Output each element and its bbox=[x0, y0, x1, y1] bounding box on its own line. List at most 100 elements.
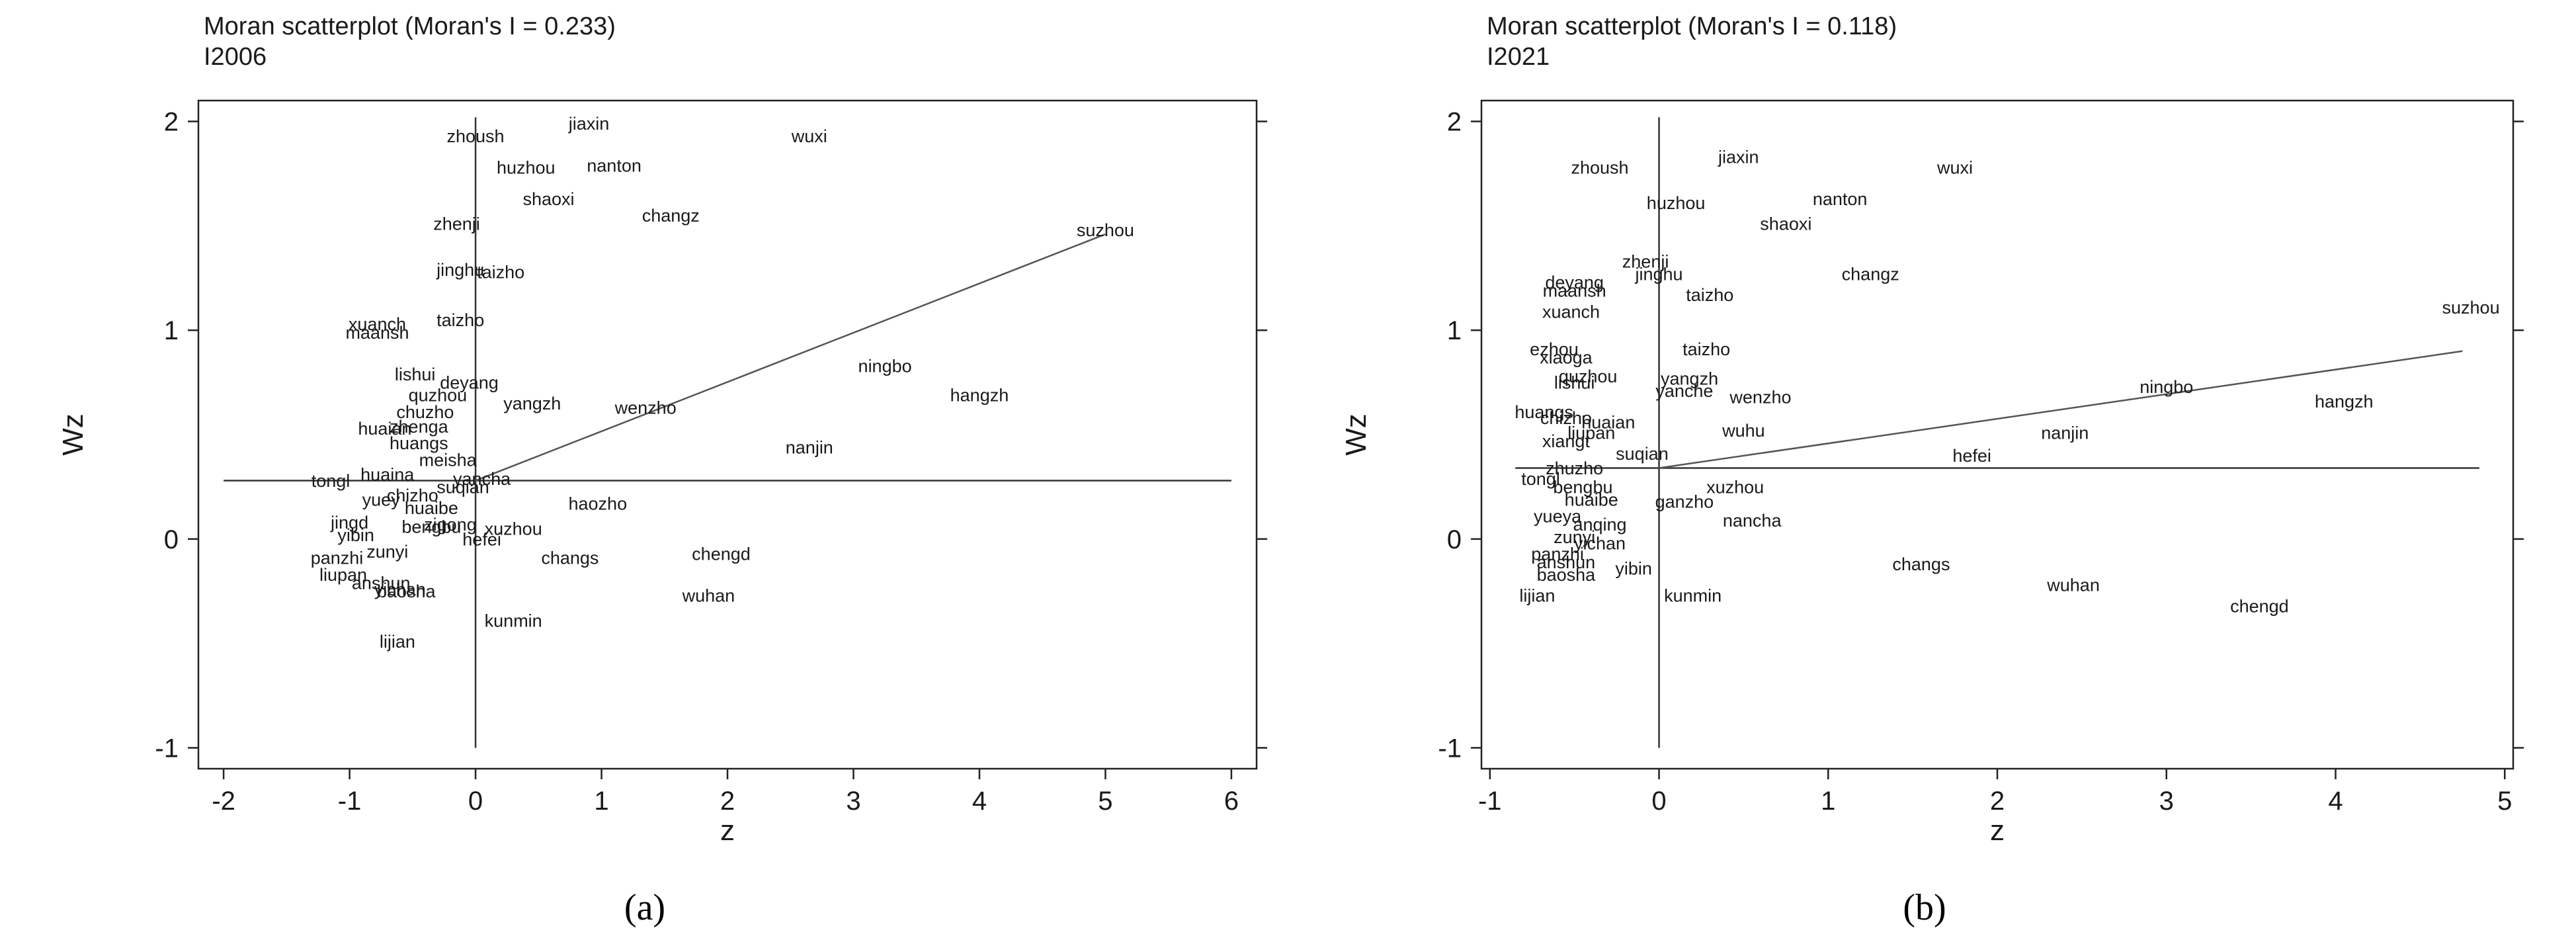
y-tick-label: -1 bbox=[1438, 734, 1462, 763]
point-label: wuhan bbox=[682, 586, 735, 606]
y-tick-label: -1 bbox=[155, 734, 179, 763]
point-label: suqian bbox=[1616, 444, 1669, 464]
point-label: suzhou bbox=[1077, 220, 1134, 240]
point-label: haozho bbox=[569, 494, 628, 514]
point-label: taizho bbox=[436, 310, 484, 330]
point-label: ezhou bbox=[1530, 339, 1579, 359]
point-label: huaibe bbox=[1565, 490, 1618, 509]
point-label: jinghu bbox=[436, 260, 484, 280]
point-label: yanche bbox=[1655, 381, 1713, 401]
point-label: nanton bbox=[1813, 189, 1868, 209]
point-label: panzhi bbox=[311, 548, 364, 568]
point-label: suzhou bbox=[2442, 298, 2500, 318]
point-label: baosha bbox=[377, 581, 436, 601]
point-label: nanton bbox=[587, 155, 642, 175]
point-label: quzhou bbox=[409, 386, 468, 406]
point-label: lishui bbox=[395, 365, 436, 384]
y-axis-label: Wz bbox=[57, 413, 89, 456]
point-label: zhenga bbox=[390, 417, 449, 437]
point-label: chizho bbox=[387, 486, 438, 505]
point-label: quzhou bbox=[1559, 366, 1618, 386]
chart-title: Moran scatterplot (Moran's I = 0.118) bbox=[1487, 13, 1897, 40]
point-label: lijian bbox=[1519, 586, 1555, 606]
point-label: baosha bbox=[1537, 565, 1597, 585]
point-label: ningbo bbox=[2140, 377, 2193, 397]
x-tick-label: -2 bbox=[212, 787, 235, 816]
point-label: hefei bbox=[462, 529, 501, 549]
point-label: yibin bbox=[1615, 558, 1652, 578]
point-label: huaina bbox=[360, 464, 415, 484]
point-label: zunyi bbox=[1554, 527, 1595, 547]
point-label: zigong bbox=[424, 515, 477, 535]
moran-scatterplot-2006: Moran scatterplot (Moran's I = 0.233) I2… bbox=[57, 13, 1267, 928]
regression-line bbox=[475, 233, 1106, 482]
point-label: yancha bbox=[453, 469, 511, 489]
point-label: yuey bbox=[362, 490, 401, 509]
point-label: hangzh bbox=[950, 386, 1009, 406]
point-label: yueya bbox=[1534, 507, 1582, 527]
point-label: zhoush bbox=[447, 126, 505, 146]
x-tick-label: 2 bbox=[720, 787, 735, 816]
x-tick-label: 3 bbox=[2159, 787, 2174, 816]
x-tick-label: 1 bbox=[1821, 787, 1835, 816]
point-label: huaibe bbox=[405, 498, 458, 518]
point-label: shaoxi bbox=[523, 189, 575, 209]
point-label: changz bbox=[642, 206, 700, 226]
y-tick-label: 1 bbox=[1447, 316, 1462, 345]
point-label: changs bbox=[541, 548, 599, 568]
x-tick-label: 3 bbox=[846, 787, 860, 816]
point-label: zhoush bbox=[1571, 157, 1628, 177]
point-label: huzhou bbox=[1647, 193, 1706, 213]
point-label: chizho bbox=[1540, 408, 1592, 428]
x-tick-label: 4 bbox=[972, 787, 987, 816]
point-label: zhenji bbox=[1622, 252, 1669, 272]
point-label: huangs bbox=[390, 433, 448, 453]
x-tick-label: 5 bbox=[1098, 787, 1112, 816]
point-label: xuzhou bbox=[485, 519, 542, 539]
point-label: wenzho bbox=[1729, 388, 1791, 408]
point-label: suqian bbox=[436, 477, 489, 497]
point-label: meisha bbox=[419, 450, 478, 470]
point-label: anshun bbox=[352, 574, 411, 593]
point-label: zunyi bbox=[366, 542, 408, 562]
point-label: yangzh bbox=[1661, 368, 1718, 388]
x-axis-label: z bbox=[720, 814, 735, 847]
point-label: deyang bbox=[1545, 273, 1604, 292]
point-label: tongl bbox=[312, 471, 351, 491]
x-axis-label: z bbox=[1990, 814, 2005, 847]
plot-frame bbox=[197, 99, 1258, 770]
point-label: jinghu bbox=[1634, 264, 1683, 284]
point-label: bengbu bbox=[1553, 477, 1612, 497]
x-tick-label: -1 bbox=[1478, 787, 1502, 816]
point-label: yichan bbox=[1574, 534, 1626, 554]
x-tick-label: 0 bbox=[468, 787, 483, 816]
point-label: changz bbox=[1842, 264, 1899, 284]
point-label: yangzh bbox=[503, 394, 561, 413]
regression-line bbox=[1659, 350, 2463, 469]
panel-caption: (a) bbox=[624, 887, 665, 928]
x-tick-label: 1 bbox=[594, 787, 608, 816]
y-tick-label: 0 bbox=[1447, 525, 1462, 554]
point-label: wenzho bbox=[614, 398, 677, 417]
point-label: anshun bbox=[1537, 552, 1596, 572]
plot-frame bbox=[1480, 99, 2514, 770]
y-tick-label: 2 bbox=[1447, 108, 1462, 137]
moran-scatterplot-2021: Moran scatterplot (Moran's I = 0.118) I2… bbox=[1340, 13, 2524, 928]
point-label: hangzh bbox=[2315, 392, 2374, 411]
point-label: taizho bbox=[1686, 285, 1733, 305]
point-label: kunmin bbox=[1664, 586, 1722, 606]
point-label: wuhu bbox=[1722, 421, 1765, 441]
point-label: ganzho bbox=[1655, 492, 1714, 511]
point-label: zhenji bbox=[433, 214, 480, 234]
point-label: nanjin bbox=[786, 437, 833, 457]
point-label: deyang bbox=[440, 373, 499, 393]
panel-caption: (b) bbox=[1903, 887, 1946, 928]
y-tick-label: 1 bbox=[164, 316, 179, 345]
point-label: huaian bbox=[358, 419, 411, 439]
point-label: huzhou bbox=[497, 157, 556, 177]
point-label: yichan bbox=[374, 580, 426, 599]
point-label: huangs bbox=[1515, 402, 1573, 422]
point-label: xuzhou bbox=[1706, 477, 1764, 497]
point-label: xiangt bbox=[1542, 431, 1591, 451]
